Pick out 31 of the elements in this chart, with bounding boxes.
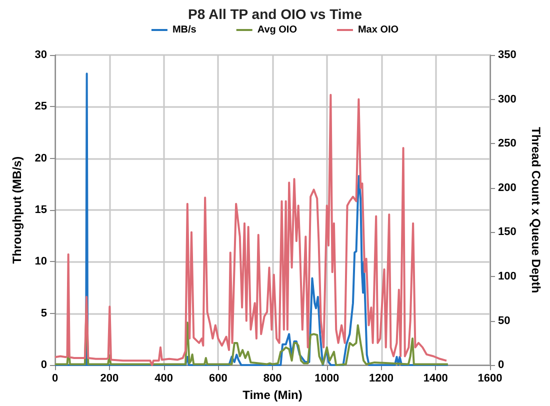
x-tick-label: 1600	[478, 372, 502, 385]
y2-tick-label: 200	[498, 182, 516, 194]
y-tick-label: 0	[40, 359, 47, 372]
y2-tick-label: 350	[498, 49, 516, 61]
x-tick-label: 1000	[314, 372, 340, 385]
x-tick-label: 800	[263, 372, 282, 385]
x-tick-label: 400	[154, 372, 173, 385]
legend-label: Avg OIO	[257, 24, 298, 36]
legend-label: MB/s	[172, 24, 197, 36]
y-tick-label: 25	[34, 100, 47, 113]
x-tick-label: 0	[52, 372, 58, 385]
x-tick-label: 1400	[423, 372, 448, 385]
y2-axis-title: Thread Count x Queue Depth	[529, 127, 543, 294]
legend-label: Max OIO	[358, 24, 399, 36]
chart-title: P8 All TP and OIO vs Time	[188, 6, 362, 22]
y2-tick-label: 0	[498, 359, 504, 372]
y-tick-label: 15	[34, 204, 47, 216]
y2-tick-label: 300	[498, 93, 516, 106]
y2-tick-label: 100	[498, 270, 516, 282]
y-tick-label: 10	[34, 256, 47, 268]
x-tick-label: 1200	[369, 372, 394, 385]
y2-tick-label: 250	[498, 138, 516, 150]
y-tick-label: 5	[40, 307, 47, 320]
y-tick-label: 20	[34, 152, 47, 164]
y2-tick-label: 50	[498, 314, 510, 327]
x-axis-title: Time (Min)	[242, 388, 302, 402]
y2-tick-label: 150	[498, 226, 516, 238]
x-tick-label: 600	[208, 372, 228, 385]
y-axis-title: Throughput (MB/s)	[10, 156, 24, 264]
x-tick-label: 200	[100, 372, 119, 385]
y-tick-label: 30	[34, 49, 47, 61]
